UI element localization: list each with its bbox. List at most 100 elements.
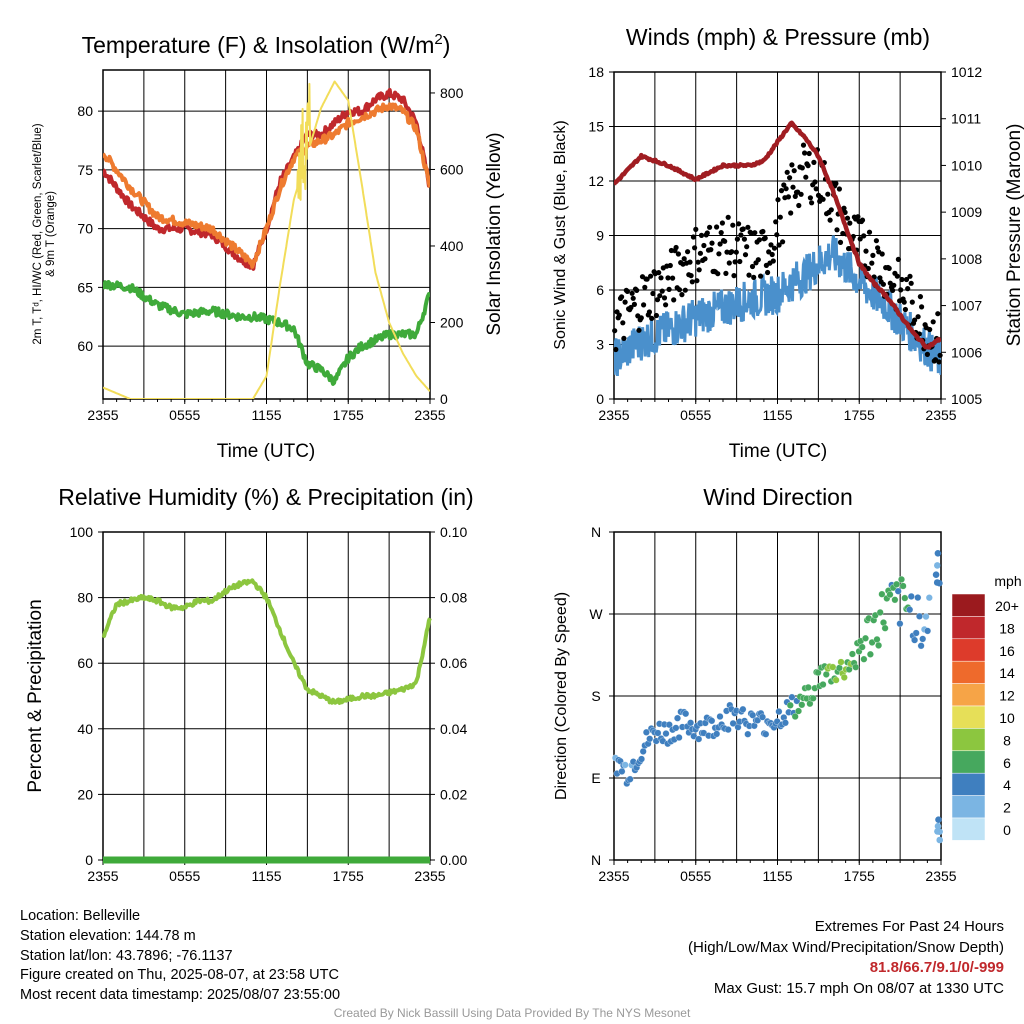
direction-point: [912, 629, 920, 637]
gust-point: [799, 165, 805, 171]
speed-legend: [951, 593, 986, 841]
direction-point: [819, 681, 827, 688]
x-tick-label: 1155: [762, 868, 792, 884]
gust-point: [693, 226, 699, 232]
gust-point: [692, 245, 698, 251]
x-tick-label: 2355: [87, 407, 118, 423]
gust-point: [805, 163, 811, 169]
direction-point: [759, 713, 766, 721]
gust-point: [927, 326, 933, 333]
gust-point: [915, 314, 921, 320]
gust-point: [899, 276, 905, 283]
gust-point: [755, 257, 761, 263]
direction-point: [814, 669, 822, 677]
x-tick-label: 1755: [333, 868, 364, 884]
legend-swatch: [951, 750, 986, 774]
gust-point: [745, 224, 751, 230]
series-line-solar-insolation: [103, 80, 430, 399]
legend-swatch: [951, 795, 986, 819]
gust-point: [702, 256, 708, 262]
y2-tick-label: 0.08: [440, 590, 467, 606]
gust-point: [788, 210, 794, 216]
direction-point: [754, 716, 762, 724]
y2-axis-label: Solar Insolation (Yellow): [484, 132, 505, 335]
y-tick-label: W: [589, 606, 603, 622]
gust-point: [741, 236, 748, 242]
gust-point: [870, 252, 876, 258]
gust-point: [698, 232, 705, 238]
chart-title: Winds (mph) & Pressure (mb): [626, 24, 930, 50]
gust-point: [723, 270, 729, 276]
gust-point: [820, 196, 826, 202]
legend-label: 16: [999, 643, 1015, 659]
direction-point: [893, 580, 901, 588]
x-tick-label: 0555: [680, 868, 711, 884]
gust-point: [737, 258, 743, 265]
gust-point: [696, 267, 702, 273]
gust-point: [665, 275, 671, 281]
direction-point: [713, 730, 721, 738]
legend-swatch: [951, 683, 986, 707]
legend-label: 10: [999, 710, 1015, 726]
extremes-box: Extremes For Past 24 Hours (High/Low/Max…: [688, 917, 1004, 999]
chart-title: Wind Direction: [703, 484, 853, 510]
direction-point: [906, 606, 914, 614]
gust-point: [807, 195, 814, 201]
x-tick-label: 0555: [680, 407, 711, 423]
legend-swatch: [951, 638, 986, 662]
gust-point: [827, 217, 833, 223]
direction-point: [639, 747, 647, 755]
gust-point: [811, 159, 817, 165]
legend-label: 2: [1003, 800, 1011, 816]
gust-point: [879, 251, 885, 257]
gust-point: [861, 233, 867, 239]
gust-point: [733, 249, 739, 255]
direction-point: [840, 673, 848, 681]
gust-point: [855, 214, 861, 220]
gust-point: [671, 297, 677, 303]
direction-point: [873, 635, 881, 643]
direction-point: [934, 562, 941, 569]
y-tick-label: 75: [77, 162, 93, 178]
direction-point: [716, 713, 724, 720]
gust-point: [744, 244, 750, 250]
y-tick-label: 70: [77, 221, 93, 237]
direction-point: [749, 711, 757, 719]
gust-point: [689, 279, 695, 285]
created-text: Figure created on Thu, 2025-08-07, at 23…: [20, 967, 339, 984]
station-info: Location: Belleville Station elevation: …: [20, 907, 340, 1006]
gust-point: [718, 230, 724, 236]
direction-point: [665, 721, 673, 729]
direction-point: [724, 726, 732, 734]
direction-point: [642, 728, 650, 736]
gust-point: [869, 260, 875, 266]
y2-tick-label: 1007: [951, 298, 982, 314]
gust-point: [777, 214, 783, 220]
gust-point: [725, 214, 731, 220]
direction-point: [891, 596, 899, 604]
direction-point: [788, 693, 796, 701]
x-tick-label: 1755: [844, 868, 875, 884]
gust-point: [682, 287, 688, 293]
credit-text: Created By Nick Bassill Using Data Provi…: [333, 1006, 691, 1020]
gust-point: [924, 351, 931, 357]
legend-swatch: [951, 660, 986, 684]
y2-tick-label: 0.04: [440, 721, 467, 737]
gust-point: [787, 175, 793, 181]
gust-point: [866, 229, 873, 235]
gust-point: [656, 270, 662, 276]
direction-point: [626, 775, 634, 783]
gust-point: [891, 282, 897, 288]
gust-point: [790, 184, 796, 190]
gust-point: [796, 202, 802, 209]
gust-point: [809, 200, 815, 206]
temp-panel: [102, 69, 431, 404]
gust-point: [770, 258, 776, 264]
gust-point: [646, 309, 653, 315]
chart-title: Relative Humidity (%) & Precipitation (i…: [58, 484, 473, 510]
direction-point: [781, 719, 789, 727]
gust-point: [825, 191, 831, 197]
series-line-station-pressure: [614, 120, 941, 350]
y-tick-label: 0: [596, 391, 604, 407]
direction-point: [744, 730, 752, 738]
